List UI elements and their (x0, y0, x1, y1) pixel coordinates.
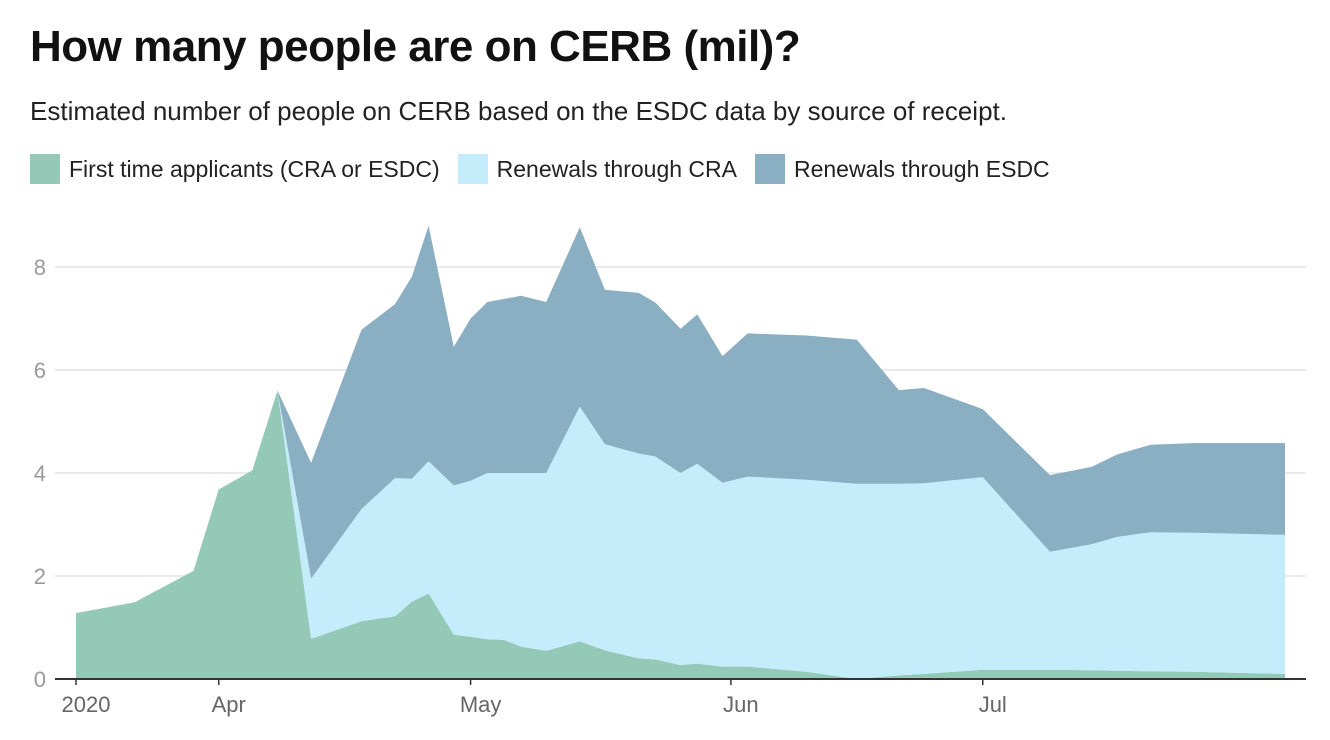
y-tick-label: 2 (34, 564, 46, 589)
y-tick-label: 6 (34, 358, 46, 383)
x-tick-label: Jun (723, 692, 758, 717)
stacked-areas (76, 225, 1285, 679)
x-tick-label: Apr (212, 692, 246, 717)
x-tick-label: 2020 (62, 692, 111, 717)
legend-swatch-renewals-cra (457, 154, 488, 184)
legend-label-first-time: First time applicants (CRA or ESDC) (69, 155, 440, 182)
chart-title: How many people are on CERB (mil)? (30, 22, 801, 71)
y-tick-label: 8 (34, 255, 46, 280)
legend-item-renewals-cra: Renewals through CRA (457, 154, 737, 184)
x-tick-label: Jul (979, 692, 1007, 717)
y-tick-label: 4 (34, 461, 46, 486)
axes: 0 2 4 6 8 2020 Apr May Jun Jul (34, 255, 1306, 717)
x-tick-label: May (460, 692, 502, 717)
legend-swatch-first-time (30, 154, 60, 184)
y-tick-label: 0 (34, 667, 46, 692)
legend: First time applicants (CRA or ESDC) Rene… (30, 154, 1068, 184)
legend-label-renewals-cra: Renewals through CRA (496, 155, 737, 182)
legend-swatch-renewals-esdc (754, 154, 785, 184)
area-series-3 (76, 225, 1285, 614)
area-series-2 (76, 390, 1285, 679)
area-series-1 (76, 390, 1285, 679)
legend-label-renewals-esdc: Renewals through ESDC (793, 155, 1050, 182)
area-chart: 0 2 4 6 8 2020 Apr May Jun Jul (34, 225, 1306, 717)
legend-item-first-time: First time applicants (CRA or ESDC) (30, 154, 440, 184)
legend-item-renewals-esdc: Renewals through ESDC (754, 154, 1050, 184)
chart-subtitle: Estimated number of people on CERB based… (30, 96, 1007, 126)
